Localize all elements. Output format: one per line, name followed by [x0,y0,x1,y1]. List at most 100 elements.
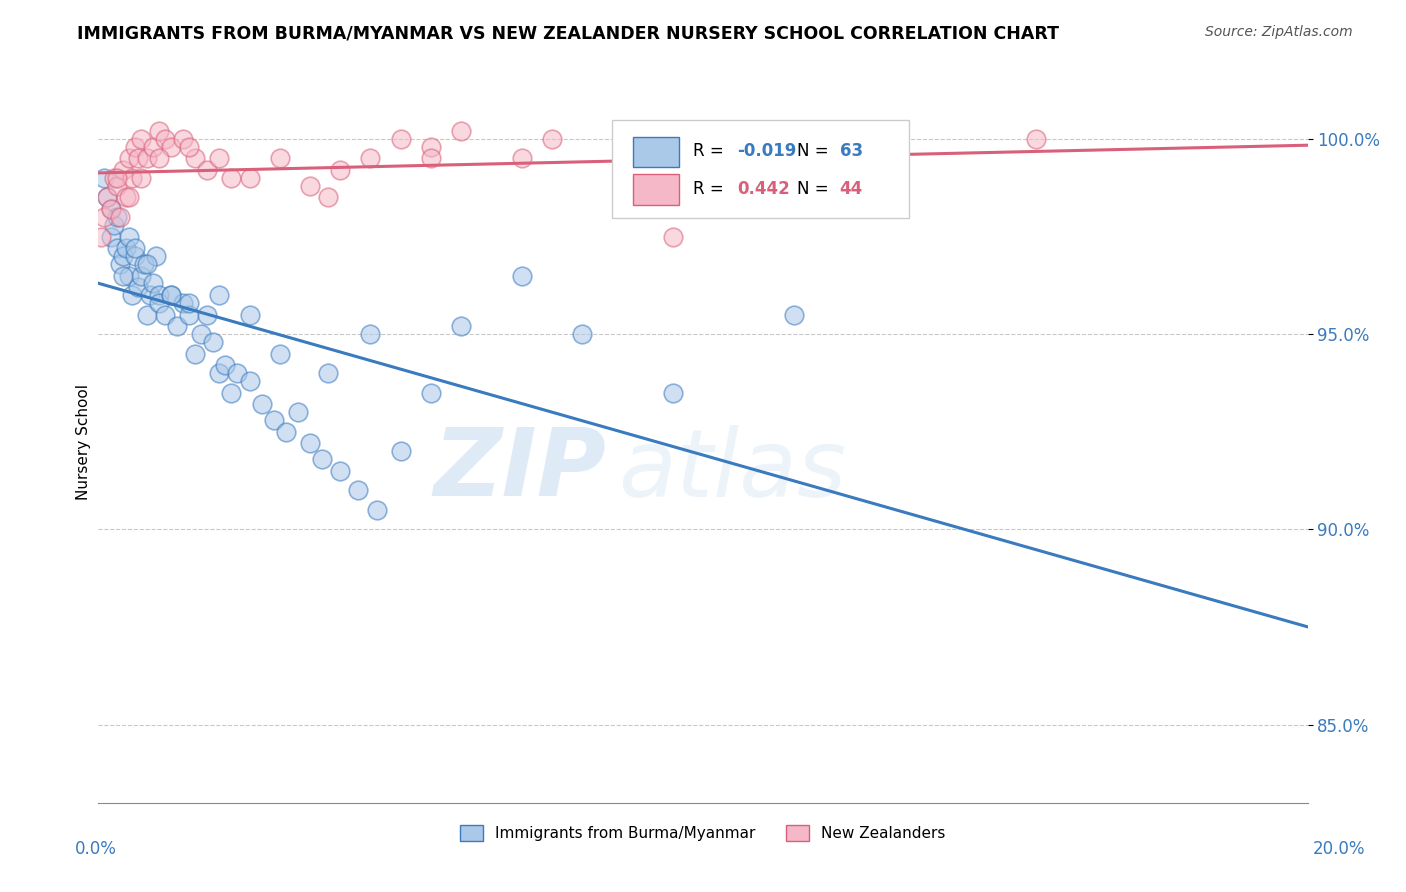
Point [510,152,533,166]
Point [389,444,412,458]
Point [108,210,131,224]
Point [124,249,146,263]
Point [172,132,194,146]
Point [148,296,170,310]
Point [114,190,136,204]
Point [316,190,339,204]
Point [139,288,162,302]
Text: R =: R = [693,142,730,160]
Point [329,163,352,178]
Point [118,152,141,166]
Point [195,163,218,178]
Text: -0.019: -0.019 [737,142,796,160]
Point [145,249,167,263]
Point [127,280,149,294]
Point [184,346,207,360]
Point [118,190,141,204]
Point [347,483,370,498]
Point [100,202,122,216]
Point [121,288,143,302]
Point [135,152,157,166]
Point [114,241,136,255]
Point [287,405,309,419]
Y-axis label: Nursery School: Nursery School [76,384,91,500]
Point [366,503,388,517]
Point [202,334,225,349]
Point [239,374,262,388]
Point [111,163,134,178]
Point [208,288,231,302]
Point [166,319,188,334]
Point [160,288,183,302]
Point [129,132,152,146]
Point [172,296,194,310]
Text: 20.0%: 20.0% [1312,840,1365,858]
Point [389,132,412,146]
Point [96,190,118,204]
Point [108,257,131,271]
Point [1024,132,1046,146]
Point [148,288,170,302]
Point [184,152,207,166]
Point [103,170,125,185]
Point [118,229,141,244]
Point [420,139,443,153]
Point [118,268,141,283]
Point [132,257,155,271]
Point [160,288,183,302]
Point [450,124,472,138]
Point [221,385,243,400]
Point [148,124,170,138]
Point [142,139,165,153]
Point [661,385,683,400]
Point [239,308,262,322]
Text: R =: R = [693,179,730,198]
Point [360,152,382,166]
Point [208,152,231,166]
Bar [633,136,679,167]
Point [153,132,176,146]
Point [269,346,291,360]
Point [316,366,339,380]
Point [148,152,170,166]
Point [274,425,297,439]
Point [510,268,533,283]
Point [263,413,285,427]
Point [105,178,128,193]
Point [420,385,443,400]
Point [121,170,143,185]
Point [571,327,593,342]
Point [214,359,236,373]
Point [269,152,291,166]
Point [153,308,176,322]
Text: 63: 63 [839,142,863,160]
Point [360,327,382,342]
Point [226,366,249,380]
Text: N =: N = [797,142,834,160]
Text: 0.0%: 0.0% [75,840,117,858]
Point [103,218,125,232]
Point [329,464,352,478]
Point [111,249,134,263]
Point [135,257,157,271]
Point [105,210,128,224]
Point [813,170,835,185]
Text: atlas: atlas [619,425,846,516]
Point [127,152,149,166]
Point [239,170,262,185]
Point [208,366,231,380]
Point [105,170,128,185]
Point [311,452,333,467]
Point [179,308,201,322]
Point [90,229,112,244]
Point [190,327,212,342]
Bar [633,174,679,204]
Text: N =: N = [797,179,834,198]
Point [96,190,118,204]
Point [195,308,218,322]
Point [93,170,115,185]
Point [221,170,243,185]
Point [540,132,562,146]
Point [100,229,122,244]
FancyBboxPatch shape [613,120,908,218]
